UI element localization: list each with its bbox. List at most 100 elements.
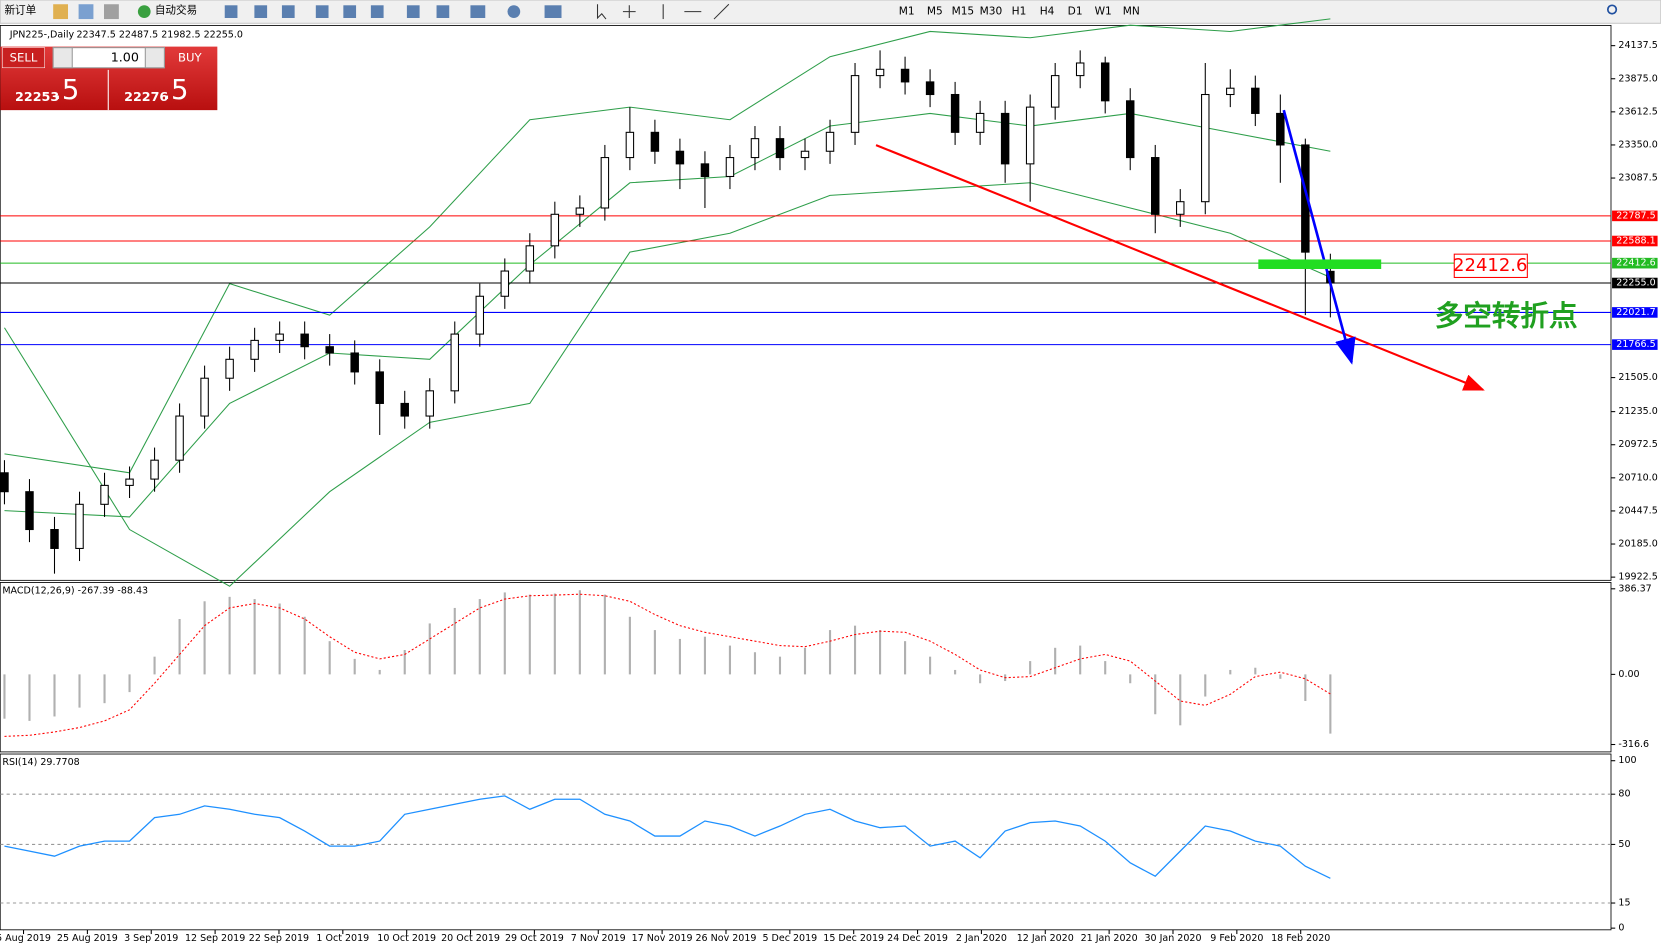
y-tick-label: 23087.5 [1618, 173, 1657, 184]
x-tick-label: 29 Oct 2019 [505, 933, 564, 944]
macd-bar [1154, 674, 1157, 715]
lot-value: 1.00 [111, 50, 139, 65]
macd-bar [3, 674, 6, 719]
candle-body [875, 68, 885, 77]
candle-body [1050, 75, 1060, 108]
price-level-tag [1612, 235, 1658, 247]
macd-bar [954, 669, 957, 675]
x-tick-label: 17 Nov 2019 [632, 933, 693, 944]
x-tick-label: 24 Dec 2019 [887, 933, 948, 944]
candle-body [650, 131, 660, 152]
y-tick-label: -316.6 [1618, 739, 1649, 750]
timeframe-button[interactable]: W1 [1095, 6, 1112, 18]
macd-bar [453, 607, 456, 675]
icon[interactable] [53, 4, 69, 20]
price-panel [0, 24, 1612, 581]
candle-body [75, 503, 84, 549]
bid-price[interactable]: 22253 [15, 89, 59, 104]
icon[interactable] [406, 5, 420, 19]
lot-down[interactable] [52, 47, 73, 69]
rsi-title: RSI(14) 29.7708 [2, 757, 79, 768]
y-tick-label: 23350.0 [1618, 139, 1657, 150]
timeframe-button[interactable]: M5 [927, 6, 943, 18]
x-tick-label: 21 Jan 2020 [1081, 933, 1138, 944]
y-tick-label: 20710.0 [1618, 472, 1657, 483]
icon[interactable] [470, 5, 486, 19]
macd-bar [803, 647, 807, 675]
price-level-label: 21766.5 [1616, 339, 1655, 350]
timeframe-button[interactable]: MN [1123, 6, 1140, 18]
timeframe-button[interactable]: M1 [899, 6, 915, 18]
macd-bar [428, 623, 431, 675]
one-click-trading: SELL 1.00 BUY 22253 .5 22276 .5 [0, 46, 218, 111]
sell-button[interactable] [2, 47, 45, 69]
auto-trading-icon[interactable] [137, 5, 151, 19]
macd-bar [553, 593, 556, 675]
crosshair-tool[interactable] [622, 5, 636, 19]
icon[interactable] [78, 4, 94, 20]
candle-body [50, 528, 59, 549]
price-label: 22412.6 [1453, 255, 1527, 276]
macd-bar [1129, 674, 1132, 684]
signal-line [4, 593, 1331, 737]
candle-body [600, 157, 610, 209]
y-tick-label: 50 [1618, 839, 1630, 850]
icon[interactable] [254, 5, 268, 19]
macd-bar [1304, 674, 1307, 701]
icon[interactable] [370, 5, 384, 19]
x-tick-label: 26 Nov 2019 [695, 933, 756, 944]
timeframe-button[interactable]: M15 [952, 6, 975, 18]
candle-body [1301, 144, 1310, 253]
icon[interactable] [104, 4, 119, 20]
price-level-tag [1612, 339, 1658, 350]
timeframe-button[interactable]: D1 [1068, 6, 1083, 18]
macd-bar [929, 656, 932, 675]
ask-pip[interactable]: .5 [162, 74, 188, 106]
candle-body [450, 333, 460, 392]
icon[interactable] [281, 5, 295, 19]
search-icon[interactable] [1606, 4, 1618, 15]
x-tick-label: 5 Dec 2019 [762, 933, 817, 944]
macd-bar [28, 674, 31, 721]
x-tick-label: 1 Oct 2019 [316, 933, 369, 944]
macd-bar [1254, 667, 1257, 675]
macd-bar [128, 674, 131, 693]
candle-body [1201, 93, 1210, 203]
macd-bar [1329, 674, 1332, 734]
macd-bar [303, 616, 306, 675]
x-tick-label: 2 Jan 2020 [956, 933, 1007, 944]
x-tick-label: 15 Dec 2019 [823, 933, 884, 944]
bollinger-band [4, 18, 1331, 474]
macd-bar [1054, 647, 1057, 675]
timeframe-button[interactable]: H1 [1012, 6, 1027, 18]
buy-label[interactable]: BUY [178, 51, 202, 65]
lot-up[interactable] [144, 47, 165, 69]
trendline-tool[interactable] [713, 3, 730, 20]
bid-pip[interactable]: .5 [53, 74, 79, 106]
price-label-box [1453, 253, 1528, 278]
icon[interactable] [544, 5, 562, 19]
macd-title: MACD(12,26,9) -267.39 -88.43 [2, 585, 148, 596]
price-level-label: 22787.5 [1616, 210, 1655, 221]
candle-body [1176, 201, 1185, 215]
macd-bar [603, 594, 606, 675]
icon[interactable] [224, 5, 238, 19]
macd-bar [753, 652, 757, 675]
price-level-label: 22412.6 [1616, 258, 1655, 269]
x-tick-label: 18 Feb 2020 [1271, 933, 1330, 944]
macd-bar [778, 656, 782, 675]
timeframe-button[interactable]: M30 [980, 6, 1003, 18]
timeframe-button[interactable]: H4 [1040, 6, 1055, 18]
macd-bar [478, 599, 481, 675]
x-tick-label: 5 Aug 2019 [0, 933, 51, 944]
auto-trading-button[interactable]: 自动交易 [155, 4, 197, 17]
icon[interactable] [507, 5, 521, 19]
macd-bar [378, 669, 381, 675]
new-order-button[interactable]: 新订单 [4, 4, 36, 17]
icon[interactable] [436, 5, 450, 19]
y-tick-label: 21505.0 [1618, 372, 1657, 383]
icon[interactable] [315, 5, 329, 19]
ask-price[interactable]: 22276 [124, 89, 168, 104]
icon[interactable] [343, 5, 357, 19]
cursor-tool[interactable] [596, 4, 607, 20]
